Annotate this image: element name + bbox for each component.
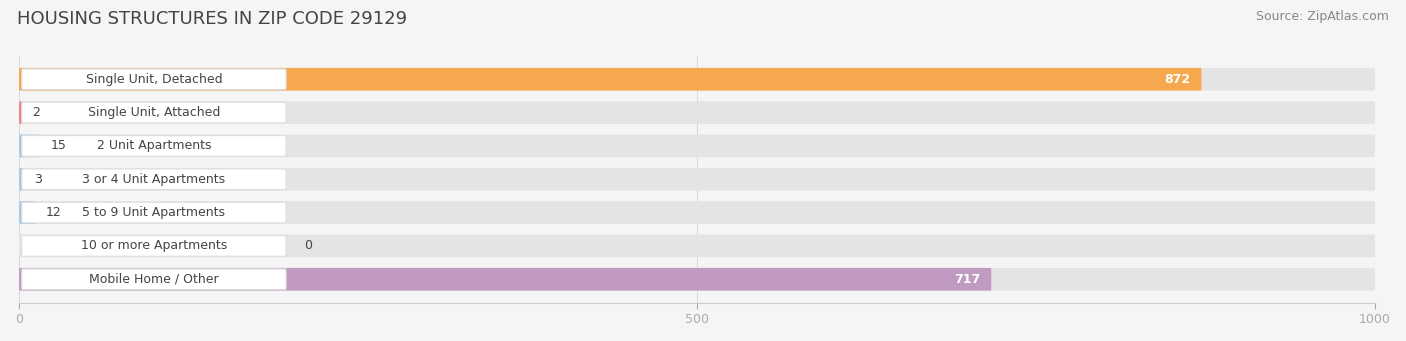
Text: 872: 872 bbox=[1164, 73, 1191, 86]
Text: 0: 0 bbox=[304, 239, 312, 252]
FancyBboxPatch shape bbox=[20, 101, 21, 124]
FancyBboxPatch shape bbox=[21, 169, 287, 190]
FancyBboxPatch shape bbox=[20, 168, 1375, 191]
Text: 3 or 4 Unit Apartments: 3 or 4 Unit Apartments bbox=[83, 173, 225, 186]
FancyBboxPatch shape bbox=[20, 201, 1375, 224]
FancyBboxPatch shape bbox=[21, 202, 287, 223]
FancyBboxPatch shape bbox=[20, 201, 35, 224]
Text: Single Unit, Attached: Single Unit, Attached bbox=[87, 106, 221, 119]
Text: 2: 2 bbox=[32, 106, 41, 119]
FancyBboxPatch shape bbox=[21, 269, 287, 290]
FancyBboxPatch shape bbox=[20, 135, 1375, 157]
Text: 3: 3 bbox=[34, 173, 42, 186]
FancyBboxPatch shape bbox=[20, 268, 1375, 291]
FancyBboxPatch shape bbox=[20, 168, 22, 191]
FancyBboxPatch shape bbox=[21, 69, 287, 90]
FancyBboxPatch shape bbox=[20, 101, 1375, 124]
FancyBboxPatch shape bbox=[20, 135, 39, 157]
Text: 12: 12 bbox=[46, 206, 62, 219]
Text: Source: ZipAtlas.com: Source: ZipAtlas.com bbox=[1256, 10, 1389, 23]
FancyBboxPatch shape bbox=[21, 236, 287, 256]
Text: 10 or more Apartments: 10 or more Apartments bbox=[80, 239, 226, 252]
Text: Mobile Home / Other: Mobile Home / Other bbox=[89, 273, 219, 286]
Text: HOUSING STRUCTURES IN ZIP CODE 29129: HOUSING STRUCTURES IN ZIP CODE 29129 bbox=[17, 10, 406, 28]
Text: Single Unit, Detached: Single Unit, Detached bbox=[86, 73, 222, 86]
Text: 2 Unit Apartments: 2 Unit Apartments bbox=[97, 139, 211, 152]
FancyBboxPatch shape bbox=[20, 235, 1375, 257]
FancyBboxPatch shape bbox=[21, 102, 287, 123]
FancyBboxPatch shape bbox=[20, 68, 1375, 91]
FancyBboxPatch shape bbox=[20, 268, 991, 291]
Text: 5 to 9 Unit Apartments: 5 to 9 Unit Apartments bbox=[83, 206, 225, 219]
FancyBboxPatch shape bbox=[20, 68, 1202, 91]
Text: 717: 717 bbox=[955, 273, 980, 286]
FancyBboxPatch shape bbox=[21, 136, 287, 156]
Text: 15: 15 bbox=[51, 139, 66, 152]
